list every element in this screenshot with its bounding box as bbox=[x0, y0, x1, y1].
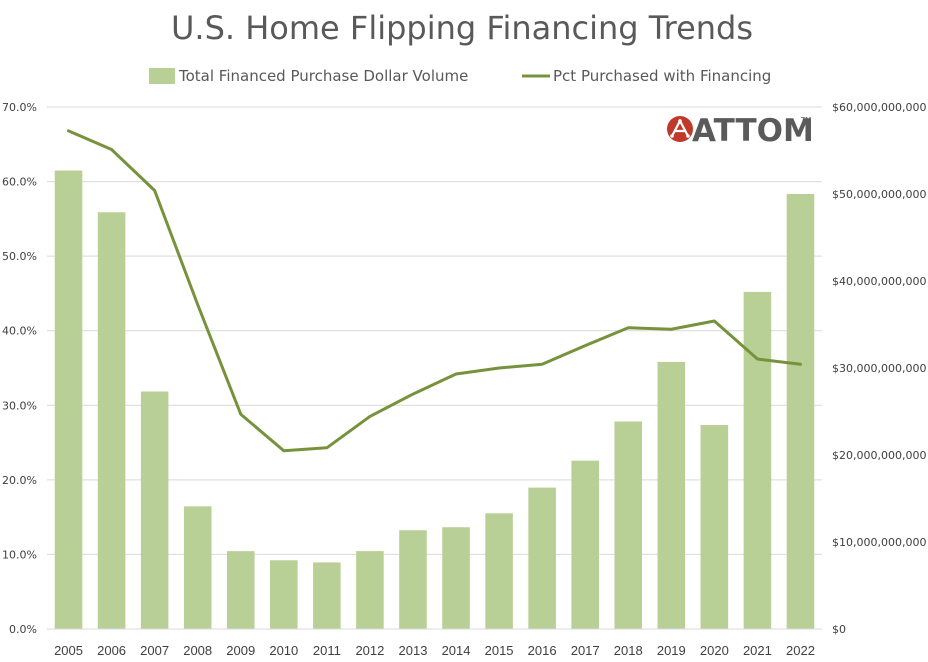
x-tick-label: 2006 bbox=[97, 643, 126, 658]
x-tick-label: 2010 bbox=[269, 643, 298, 658]
legend-bar-label: Total Financed Purchase Dollar Volume bbox=[178, 67, 468, 85]
right-tick-label: $0 bbox=[832, 623, 846, 636]
attom-logo: ATTOM TM bbox=[667, 113, 814, 149]
left-axis: 0.0% 10.0% 20.0% 30.0% 40.0% 50.0% 60.0% 70.0% bbox=[2, 101, 37, 636]
right-tick-label: $10,000,000,000 bbox=[832, 536, 926, 549]
right-tick-label: $50,000,000,000 bbox=[832, 188, 926, 201]
right-tick-label: $30,000,000,000 bbox=[832, 362, 926, 375]
left-tick-label: 70.0% bbox=[2, 101, 37, 114]
chart-title: U.S. Home Flipping Financing Trends bbox=[171, 9, 753, 47]
right-tick-label: $20,000,000,000 bbox=[832, 449, 926, 462]
bar bbox=[743, 291, 772, 629]
bar bbox=[313, 562, 341, 629]
bar bbox=[270, 560, 298, 629]
bar bbox=[183, 506, 212, 629]
right-axis: $0 $10,000,000,000 $20,000,000,000 $30,000,… bbox=[832, 101, 926, 636]
x-tick-label: 2020 bbox=[700, 643, 729, 658]
x-tick-label: 2019 bbox=[657, 643, 686, 658]
x-tick-label: 2016 bbox=[528, 643, 557, 658]
left-tick-label: 40.0% bbox=[2, 325, 37, 338]
x-tick-label: 2011 bbox=[313, 643, 341, 658]
right-tick-label: $60,000,000,000 bbox=[832, 101, 926, 114]
left-tick-label: 30.0% bbox=[2, 399, 37, 412]
x-tick-label: 2014 bbox=[442, 643, 471, 658]
logo-tm: TM bbox=[800, 116, 811, 124]
logo-wordmark: ATTOM bbox=[692, 113, 814, 149]
bar bbox=[226, 551, 255, 629]
attom-logo-icon bbox=[667, 116, 693, 142]
legend-bar-swatch bbox=[149, 68, 175, 84]
bar bbox=[140, 391, 169, 629]
x-tick-label: 2017 bbox=[571, 643, 600, 658]
bar bbox=[786, 194, 815, 629]
bar bbox=[614, 421, 643, 629]
x-tick-label: 2007 bbox=[140, 643, 169, 658]
left-tick-label: 0.0% bbox=[9, 623, 37, 636]
bar bbox=[97, 212, 126, 629]
x-tick-label: 2015 bbox=[485, 643, 514, 658]
bar bbox=[399, 530, 427, 629]
x-tick-label: 2013 bbox=[399, 643, 428, 658]
bar bbox=[528, 487, 556, 629]
left-tick-label: 20.0% bbox=[2, 474, 37, 487]
bar bbox=[356, 551, 384, 629]
x-tick-label: 2021 bbox=[743, 643, 772, 658]
bar bbox=[657, 361, 686, 629]
line-path bbox=[67, 129, 802, 453]
x-tick-label: 2008 bbox=[183, 643, 212, 658]
left-tick-label: 60.0% bbox=[2, 176, 37, 189]
legend: Total Financed Purchase Dollar Volume Pc… bbox=[149, 67, 771, 85]
x-tick-label: 2018 bbox=[614, 643, 643, 658]
right-tick-label: $40,000,000,000 bbox=[832, 275, 926, 288]
line-series bbox=[67, 129, 802, 453]
x-tick-label: 2022 bbox=[786, 643, 815, 658]
gridlines bbox=[47, 106, 822, 555]
x-tick-label: 2012 bbox=[355, 643, 384, 658]
bar bbox=[485, 513, 513, 629]
x-axis: 2005 2006 2007 2008 2009 2010 2011 2012 2013 2014… bbox=[47, 628, 822, 658]
left-tick-label: 10.0% bbox=[2, 548, 37, 561]
x-tick-label: 2009 bbox=[226, 643, 255, 658]
legend-line-label: Pct Purchased with Financing bbox=[553, 67, 771, 85]
x-tick-label: 2005 bbox=[54, 643, 83, 658]
bar bbox=[442, 527, 470, 629]
bar bbox=[54, 170, 83, 629]
left-tick-label: 50.0% bbox=[2, 250, 37, 263]
bar-series bbox=[54, 170, 815, 629]
bar bbox=[571, 460, 599, 629]
bar bbox=[700, 424, 729, 629]
